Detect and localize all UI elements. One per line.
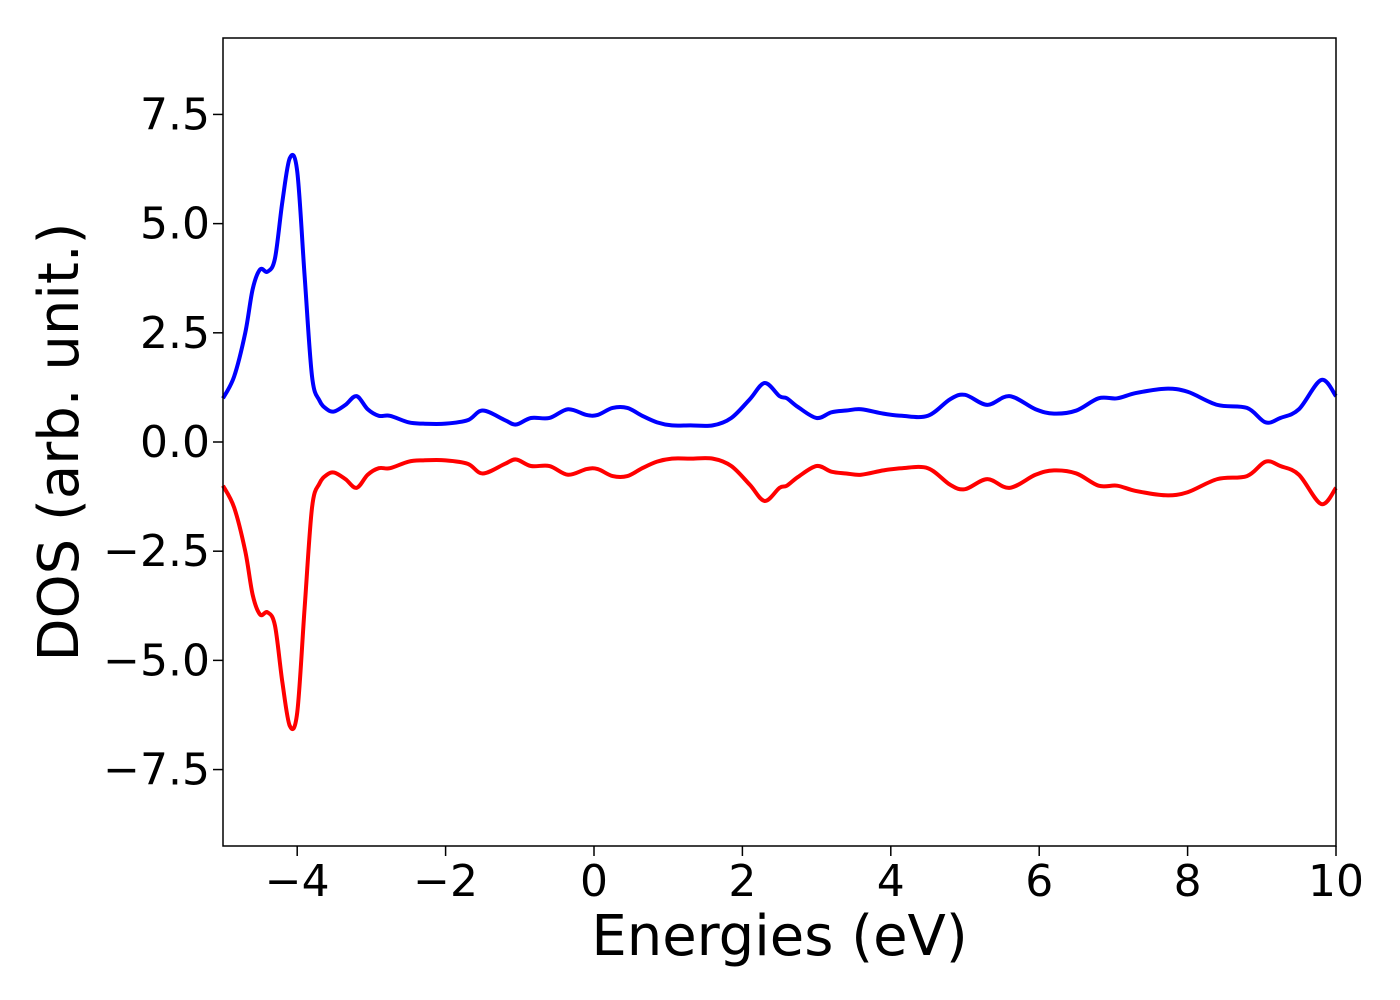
y-tick-label: 2.5 bbox=[140, 308, 210, 359]
x-tick-label: 2 bbox=[728, 856, 756, 907]
x-ticks: −4 −2 0 2 4 6 8 10 bbox=[265, 846, 1364, 907]
y-tick-label: 7.5 bbox=[140, 89, 210, 140]
y-tick-label: −7.5 bbox=[103, 745, 210, 796]
x-axis-label: Energies (eV) bbox=[591, 904, 967, 969]
x-tick-label: 10 bbox=[1308, 856, 1364, 907]
series-line-spin-down bbox=[221, 456, 1338, 732]
plot-frame bbox=[222, 37, 1337, 847]
y-tick-label: 0.0 bbox=[140, 417, 210, 468]
x-tick-label: 6 bbox=[1025, 856, 1053, 907]
y-ticks: 7.5 5.0 2.5 0.0 −2.5 −5.0 −7.5 bbox=[103, 89, 223, 796]
x-tick-label: 4 bbox=[877, 856, 905, 907]
x-tick-label: −2 bbox=[413, 856, 478, 907]
series-line-spin-up bbox=[221, 152, 1338, 428]
series-layer bbox=[221, 152, 1338, 732]
x-tick-label: 8 bbox=[1174, 856, 1202, 907]
y-tick-label: −2.5 bbox=[103, 526, 210, 577]
y-axis-label: DOS (arb. unit.) bbox=[27, 222, 92, 661]
y-tick-label: −5.0 bbox=[103, 635, 210, 686]
x-tick-label: 0 bbox=[580, 856, 608, 907]
x-tick-label: −4 bbox=[265, 856, 330, 907]
y-tick-label: 5.0 bbox=[140, 199, 210, 250]
